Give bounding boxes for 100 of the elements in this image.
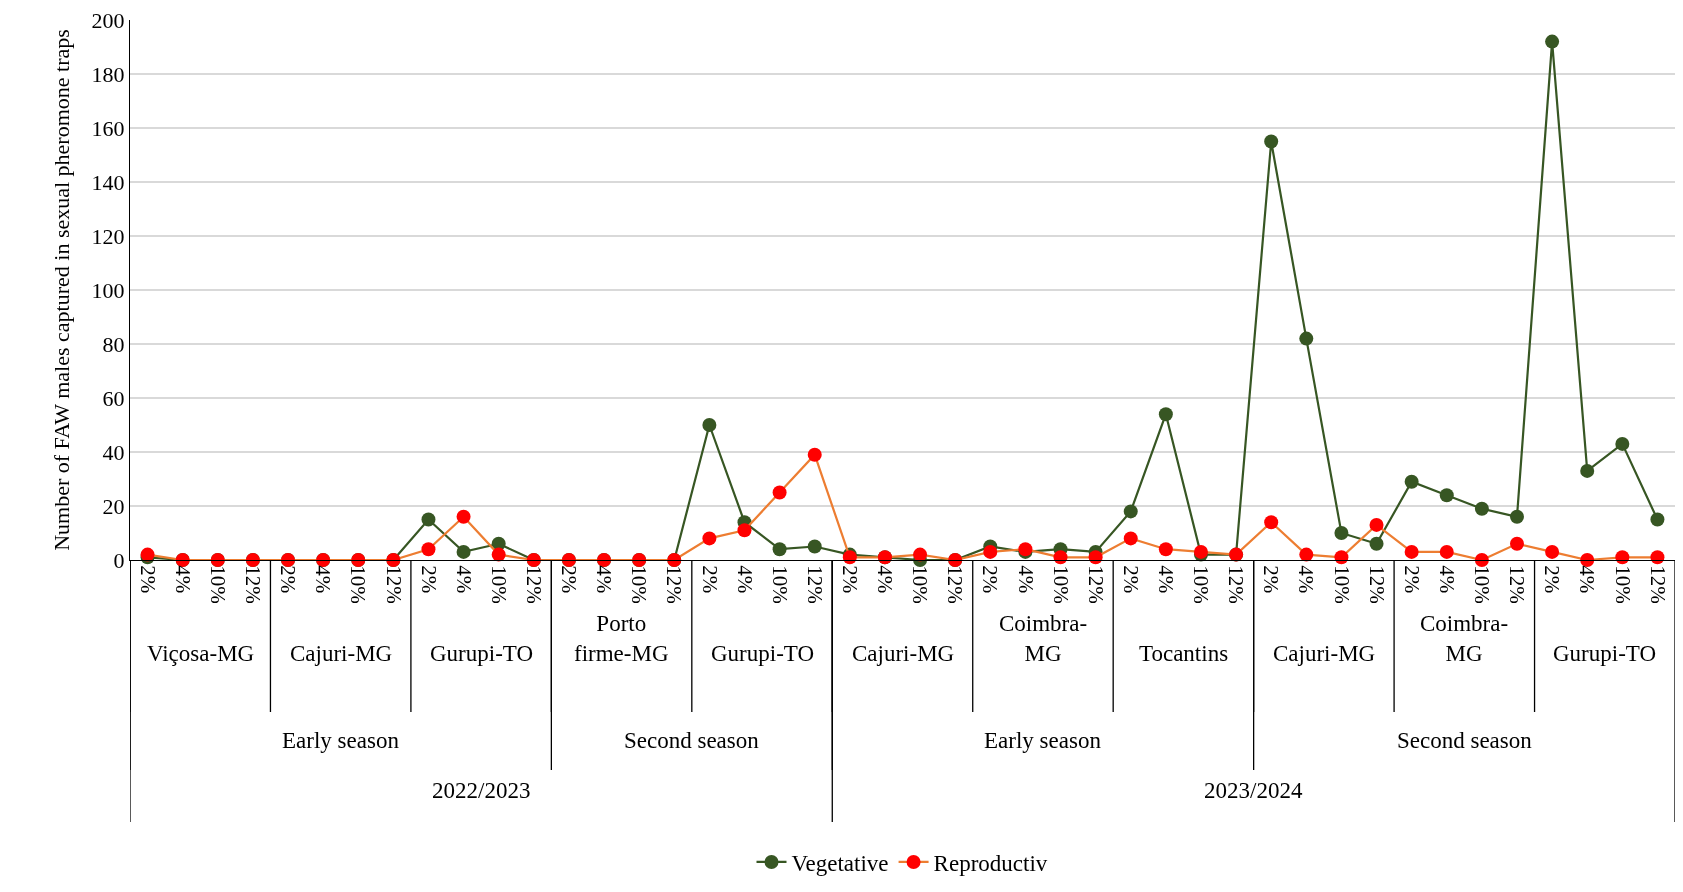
text: Early season <box>984 728 1102 753</box>
point <box>491 547 506 562</box>
y-tick-label: 20 <box>102 493 125 519</box>
point <box>807 539 822 554</box>
point <box>1510 536 1524 551</box>
x-tick-label: 4% <box>592 565 617 594</box>
x-tick-label: 10% <box>1470 565 1495 604</box>
x-tick-label: 4% <box>1575 565 1600 594</box>
x-tick-label: 12% <box>381 565 406 604</box>
x-tick-label: 12% <box>241 565 266 604</box>
point <box>1474 553 1489 567</box>
x-tick-label: 10% <box>627 565 652 604</box>
point <box>1123 531 1138 546</box>
x-tick-label: 2% <box>1399 565 1424 594</box>
x-tick-label: 12% <box>1083 565 1108 604</box>
point <box>983 544 998 559</box>
point <box>1474 501 1489 516</box>
text: Cajuri-MG <box>290 641 393 666</box>
text: Coimbra-MG <box>1420 611 1509 666</box>
point <box>1299 331 1314 346</box>
point <box>1264 134 1279 149</box>
point <box>913 547 928 562</box>
point <box>1369 536 1384 551</box>
x-tick-label: 12% <box>1364 565 1389 604</box>
point <box>421 512 436 527</box>
y-tick-label: 60 <box>102 385 125 411</box>
x-tick-label: 12% <box>662 565 687 604</box>
point <box>1545 34 1560 49</box>
point <box>1123 504 1138 519</box>
point <box>1439 488 1454 503</box>
x-tick-label: 2% <box>838 565 863 594</box>
text: 2022/2023 <box>432 778 531 803</box>
point <box>1404 544 1419 559</box>
x-tick-label: 12% <box>1505 565 1530 604</box>
x-tick-label: 4% <box>1154 565 1179 594</box>
y-tick-label: 0 <box>113 547 125 573</box>
x-tick-label: 2% <box>1540 565 1565 594</box>
point <box>772 485 787 500</box>
text: Gurupi-TO <box>1553 641 1657 666</box>
y-axis-title: Number of FAW males captured in sexual pheromone traps <box>49 29 75 551</box>
y-tick-label: 200 <box>91 7 125 33</box>
text: Tocantins <box>1139 641 1229 666</box>
point <box>1545 544 1560 559</box>
y-tick-label: 120 <box>91 223 125 249</box>
x-tick-label: 10% <box>908 565 933 604</box>
x-tick-label: 4% <box>732 565 757 594</box>
x-tick-label: 10% <box>1189 565 1214 604</box>
text: 2023/2024 <box>1204 778 1303 803</box>
y-tick-label: 80 <box>102 331 125 357</box>
point <box>1615 436 1630 451</box>
y-tick-label: 40 <box>102 439 125 465</box>
x-tick-label: 2% <box>697 565 722 594</box>
y-tick-label: 180 <box>91 61 125 87</box>
point <box>456 544 471 559</box>
point <box>702 418 717 432</box>
x-tick-label: 2% <box>557 565 582 594</box>
text: Coimbra-MG <box>999 611 1088 666</box>
text: Early season <box>282 728 400 753</box>
point <box>1404 474 1419 489</box>
x-tick-label: 2% <box>276 565 301 594</box>
point <box>1580 463 1595 478</box>
x-tick-label: 4% <box>1294 565 1319 594</box>
text: Gurupi-TO <box>711 641 815 666</box>
x-tick-label: 2% <box>416 565 441 594</box>
x-tick-label: 2% <box>135 565 160 594</box>
x-tick-label: 10% <box>1610 565 1635 604</box>
point <box>772 542 787 557</box>
x-tick-label: 4% <box>1434 565 1459 594</box>
x-tick-label: 12% <box>1645 565 1670 604</box>
x-tick-label: 4% <box>451 565 476 594</box>
x-tick-label: 4% <box>1013 565 1038 594</box>
point <box>737 523 752 538</box>
x-tick-label: 2% <box>1118 565 1143 594</box>
x-tick-label: 12% <box>802 565 827 604</box>
point <box>1158 407 1173 422</box>
x-tick-label: 12% <box>943 565 968 604</box>
x-tick-label: 12% <box>1224 565 1249 604</box>
point <box>1299 547 1314 562</box>
x-tick-label: 4% <box>170 565 195 594</box>
point <box>1369 517 1384 532</box>
point <box>456 509 471 524</box>
x-tick-label: 12% <box>521 565 546 604</box>
x-tick-label: 10% <box>1329 565 1354 604</box>
x-tick-label: 10% <box>1048 565 1073 604</box>
point <box>1264 515 1279 530</box>
y-tick-label: 160 <box>91 115 125 141</box>
x-tick-label: 2% <box>1259 565 1284 594</box>
text: Viçosa-MG <box>147 641 255 666</box>
point <box>702 531 717 546</box>
y-tick-label: 100 <box>91 277 125 303</box>
text: Second season <box>1397 728 1533 753</box>
x-tick-label: 4% <box>311 565 336 594</box>
point <box>1510 509 1524 524</box>
legend-label: Reproductiv <box>933 850 1048 876</box>
legend-label: Vegetative <box>791 850 889 876</box>
point <box>807 447 822 462</box>
point <box>1650 512 1665 527</box>
text: Porto firme-MG <box>574 611 669 666</box>
x-tick-label: 2% <box>978 565 1003 594</box>
x-tick-label: 10% <box>346 565 371 604</box>
